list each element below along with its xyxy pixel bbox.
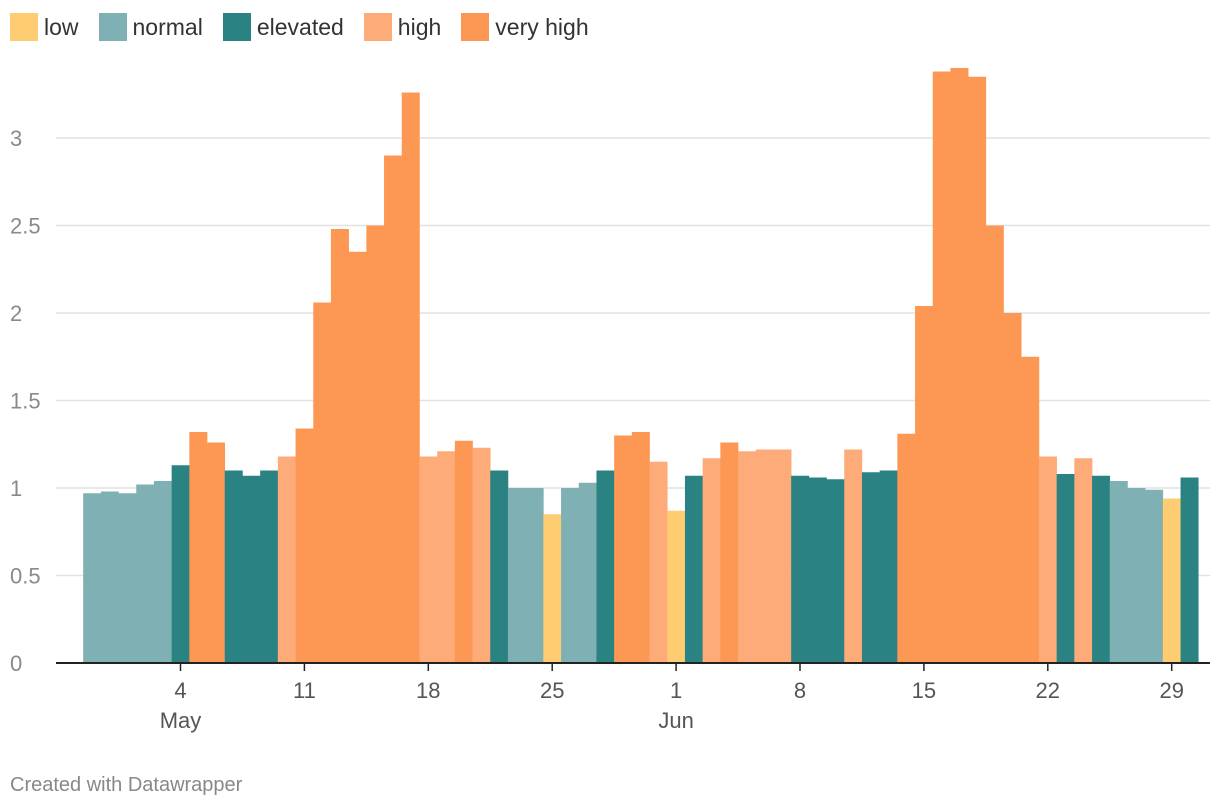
bar-2020-06-19 bbox=[985, 225, 1004, 663]
y-tick-label: 2.5 bbox=[10, 214, 41, 239]
x-tick-label: 25 bbox=[540, 678, 564, 703]
bar-2020-05-07 bbox=[224, 470, 243, 663]
y-tick-label: 2 bbox=[10, 301, 22, 326]
bar-2020-05-09 bbox=[260, 470, 279, 663]
bar-2020-06-09 bbox=[808, 477, 827, 663]
bar-2020-05-19 bbox=[437, 451, 456, 663]
bar-2020-06-07 bbox=[773, 449, 792, 663]
bar-2020-04-30 bbox=[100, 491, 119, 663]
bar-2020-05-26 bbox=[561, 488, 580, 663]
x-tick-label: 8 bbox=[794, 678, 806, 703]
bar-2020-05-28 bbox=[596, 470, 615, 663]
bar-2020-05-25 bbox=[543, 514, 562, 663]
x-tick-month-label: May bbox=[160, 708, 202, 733]
bar-2020-05-12 bbox=[313, 302, 332, 663]
bar-2020-06-11 bbox=[844, 449, 863, 663]
bar-2020-06-13 bbox=[879, 470, 898, 663]
y-tick-label: 0 bbox=[10, 651, 22, 676]
y-tick-label: 0.5 bbox=[10, 564, 41, 589]
legend-label: very high bbox=[495, 13, 589, 40]
bar-2020-06-15 bbox=[915, 306, 934, 663]
bar-2020-05-04 bbox=[171, 465, 190, 663]
bar-2020-06-01 bbox=[667, 510, 686, 663]
bar-2020-06-02 bbox=[684, 475, 703, 663]
bar-2020-05-15 bbox=[366, 225, 385, 663]
bar-2020-06-14 bbox=[897, 433, 916, 663]
bar-2020-06-29 bbox=[1162, 498, 1181, 663]
legend-label: elevated bbox=[256, 13, 344, 40]
bar-2020-05-20 bbox=[454, 440, 473, 663]
bar-2020-05-24 bbox=[525, 488, 544, 663]
bar-2020-06-05 bbox=[738, 451, 757, 663]
bar-2020-06-28 bbox=[1145, 489, 1164, 663]
attribution-footer: Created with Datawrapper bbox=[10, 774, 243, 796]
bar-2020-06-30 bbox=[1180, 477, 1199, 663]
bar-2020-06-04 bbox=[720, 442, 739, 663]
bar-2020-06-06 bbox=[755, 449, 774, 663]
bar-2020-06-25 bbox=[1092, 475, 1111, 663]
bar-2020-05-10 bbox=[277, 456, 296, 663]
bar-2020-05-08 bbox=[242, 475, 261, 663]
bar-2020-05-22 bbox=[490, 470, 509, 663]
legend-swatch bbox=[461, 13, 490, 41]
bar-2020-05-30 bbox=[631, 432, 650, 663]
bar-2020-05-17 bbox=[401, 92, 420, 663]
bar-2020-05-03 bbox=[153, 481, 172, 663]
legend-item-low: low bbox=[10, 13, 79, 41]
bar-2020-05-06 bbox=[207, 442, 226, 663]
bar-2020-05-05 bbox=[189, 432, 208, 663]
bar-2020-05-18 bbox=[419, 456, 438, 663]
bar-2020-05-27 bbox=[578, 482, 597, 663]
bar-2020-05-14 bbox=[348, 251, 367, 663]
bar-2020-06-20 bbox=[1003, 313, 1022, 663]
bar-2020-05-11 bbox=[295, 428, 314, 663]
legend-swatch bbox=[222, 13, 251, 41]
x-tick-label: 22 bbox=[1036, 678, 1060, 703]
legend-swatch bbox=[363, 13, 392, 41]
bar-2020-06-26 bbox=[1109, 481, 1128, 663]
bar-chart: 0 0.5 1 1.5 2 2.5 3 4 May 11 18 25 1 Jun 8 15 22 29 bbox=[10, 68, 1210, 733]
chart-legend: low normal elevated high very high bbox=[10, 12, 609, 42]
bar-2020-05-21 bbox=[472, 447, 491, 663]
bar-2020-06-12 bbox=[861, 472, 880, 663]
legend-label: low bbox=[44, 13, 79, 40]
legend-label: normal bbox=[132, 13, 203, 40]
y-tick-label: 1 bbox=[10, 476, 22, 501]
bar-2020-05-29 bbox=[614, 435, 633, 663]
bar-2020-06-24 bbox=[1074, 458, 1093, 663]
y-tick-label: 1.5 bbox=[10, 389, 41, 414]
bar-2020-05-16 bbox=[384, 155, 403, 663]
x-tick-label: 18 bbox=[416, 678, 440, 703]
bar-2020-05-02 bbox=[136, 484, 155, 663]
bar-2020-05-01 bbox=[118, 493, 137, 663]
bar-2020-06-27 bbox=[1127, 488, 1146, 663]
bar-2020-06-03 bbox=[702, 458, 721, 663]
bar-2020-06-08 bbox=[791, 475, 810, 663]
x-tick-label: 4 bbox=[174, 678, 186, 703]
bar-2020-05-31 bbox=[649, 461, 668, 663]
x-tick-label: 1 bbox=[670, 678, 682, 703]
legend-item-high: high bbox=[363, 13, 442, 41]
legend-swatch bbox=[10, 13, 38, 41]
bar-2020-06-10 bbox=[826, 479, 845, 663]
x-tick-label: 11 bbox=[293, 678, 316, 703]
y-tick-label: 3 bbox=[10, 126, 22, 151]
bar-2020-06-21 bbox=[1021, 356, 1040, 663]
legend-item-very-high: very high bbox=[461, 13, 589, 41]
bar-2020-06-23 bbox=[1056, 474, 1075, 663]
legend-label: high bbox=[397, 13, 442, 40]
x-tick-label: 15 bbox=[912, 678, 936, 703]
legend-swatch bbox=[98, 13, 127, 41]
bar-2020-05-23 bbox=[507, 488, 526, 663]
bar-2020-06-16 bbox=[932, 71, 951, 663]
bar-2020-05-13 bbox=[330, 229, 349, 663]
bar-2020-06-18 bbox=[968, 76, 987, 663]
bar-2020-04-29 bbox=[83, 493, 102, 663]
bar-2020-06-22 bbox=[1038, 456, 1057, 663]
x-tick-month-label: Jun bbox=[658, 708, 693, 733]
bar-2020-06-17 bbox=[950, 68, 969, 663]
x-tick-label: 29 bbox=[1159, 678, 1183, 703]
legend-item-elevated: elevated bbox=[222, 13, 344, 41]
legend-item-normal: normal bbox=[98, 13, 203, 41]
